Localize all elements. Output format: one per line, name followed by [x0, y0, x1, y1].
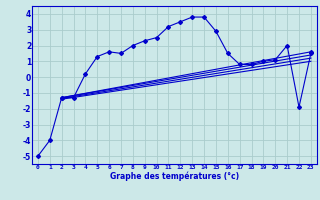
- X-axis label: Graphe des températures (°c): Graphe des températures (°c): [110, 171, 239, 181]
